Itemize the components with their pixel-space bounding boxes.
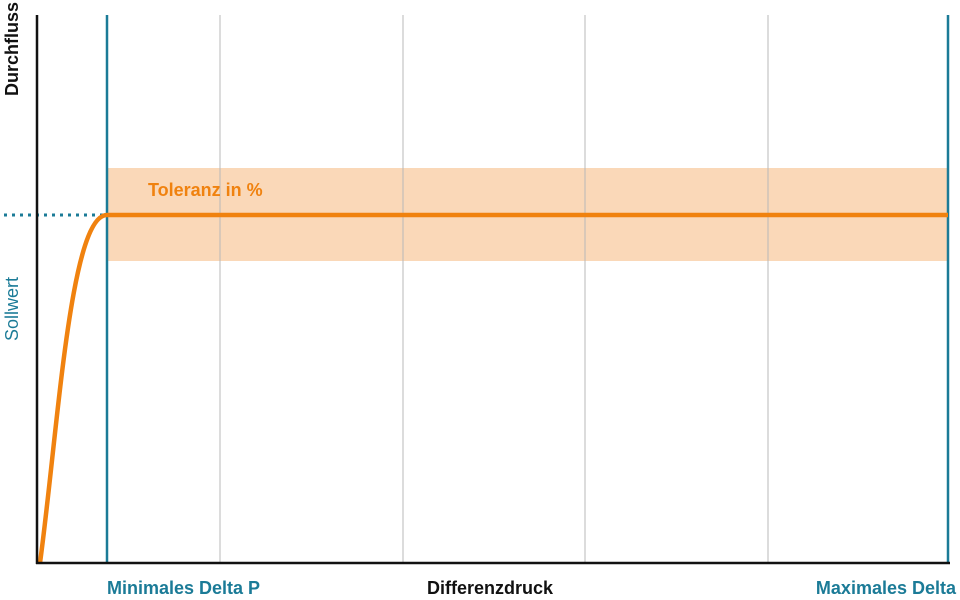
max-marker-label: Maximales Delta — [816, 578, 957, 598]
min-marker-label: Minimales Delta P — [107, 578, 260, 598]
flow-curve — [37, 212, 948, 564]
grid — [219, 15, 769, 563]
band-label: Toleranz in % — [148, 180, 263, 200]
setpoint-label: Sollwert — [2, 277, 22, 341]
x-axis-label: Differenzdruck — [427, 578, 554, 598]
y-axis-label: Durchfluss — [2, 2, 22, 96]
